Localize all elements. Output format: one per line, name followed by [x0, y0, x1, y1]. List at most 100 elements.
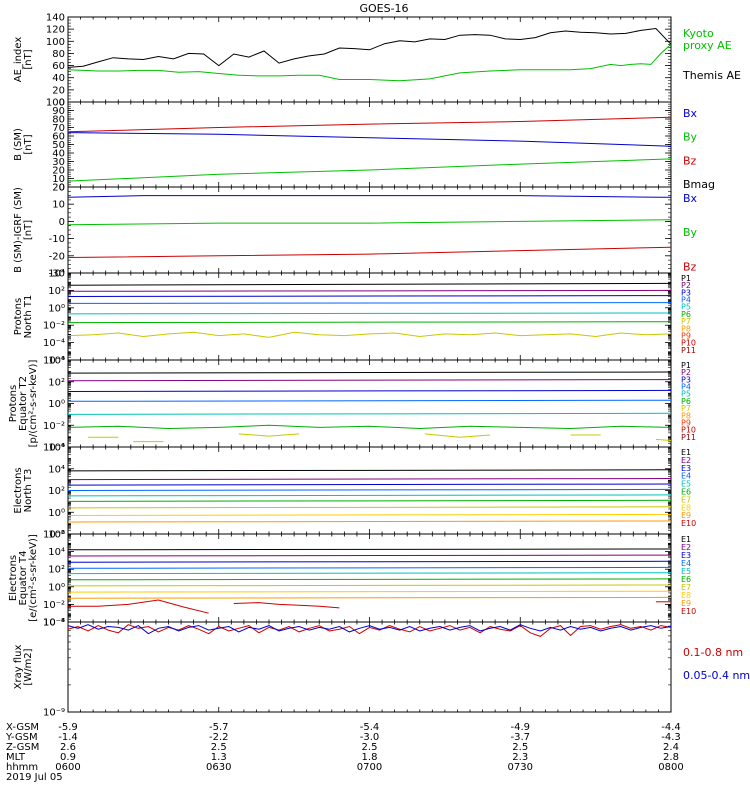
legend-bmag: Bmag: [683, 178, 715, 191]
legend-p8: P8: [681, 324, 691, 333]
footer-value: 1.8: [362, 752, 378, 763]
legend-by: By: [683, 131, 698, 144]
y-tick-label: 60: [52, 132, 65, 143]
y-axis-label: [p/(cm²-s-sr-keV)]: [28, 360, 39, 448]
footer-value: -3.7: [510, 732, 530, 743]
series-group: [68, 195, 671, 258]
y-tick-label: 20: [52, 85, 65, 96]
footer-value: -4.4: [661, 722, 681, 733]
y-tick-label: 10⁻²: [43, 600, 65, 611]
y-tick-label: 0: [59, 98, 65, 109]
y-axis-label: North T3: [23, 469, 34, 513]
legend-p9: P9: [681, 331, 691, 340]
y-tick-label: 10: [52, 200, 65, 211]
series-line-p7: [655, 438, 671, 441]
y-tick-label: 40: [52, 149, 65, 160]
legend-kyoto: Kyoto: [683, 27, 714, 40]
legend-p3: P3: [681, 375, 691, 384]
y-tick-label: 10²: [48, 565, 65, 576]
series-line-e8: [68, 590, 671, 593]
legend-themis: Themis AE: [682, 69, 741, 82]
series-line-p3: [68, 389, 671, 392]
panel-frame: [67, 16, 672, 103]
y-tick-label: 10⁴: [48, 269, 65, 280]
panel-frame: [67, 186, 672, 274]
footer-value: 0700: [357, 762, 382, 773]
legend-p1: P1: [681, 274, 691, 283]
legend-e10: E10: [681, 519, 696, 528]
y-tick-label: 0: [59, 217, 65, 228]
y-tick-label: 10: [52, 174, 65, 185]
y-axis-label: North T1: [23, 295, 34, 339]
y-tick-label: 10⁰: [48, 508, 65, 519]
panel-xray: 10⁻⁹ 10⁻⁸ Xray flux [W/m2] 0.1-0.8 nm 0.05-0.…: [13, 618, 750, 719]
legend-bz: Bz: [683, 260, 697, 273]
footer-value: -2.2: [209, 732, 229, 743]
legend-bx: Bx: [683, 192, 698, 205]
y-axis-label: Electrons: [13, 467, 24, 513]
y-tick-label: 10⁻⁴: [43, 618, 65, 629]
series-line-p1: [68, 371, 671, 374]
series-line-bx: [68, 132, 671, 147]
legend-bz: Bz: [683, 154, 697, 167]
y-axis-label: Equator T4: [18, 551, 29, 606]
legend-xray-short: 0.05-0.4 nm: [683, 669, 750, 682]
legend-e3: E3: [681, 464, 691, 473]
series-line-p7: [424, 433, 491, 438]
y-axis-label: Protons: [8, 385, 19, 422]
legend-e10: E10: [681, 607, 696, 616]
series-line-e5: [68, 494, 671, 497]
legend-e6: E6: [681, 488, 691, 497]
y-tick-label: 90: [52, 106, 65, 117]
legend-p6: P6: [681, 310, 691, 319]
legend-kyoto: proxy AE: [683, 39, 732, 52]
y-tick-label: 100: [46, 98, 65, 109]
legend-e1: E1: [681, 448, 691, 457]
series-line-p2: [68, 289, 671, 292]
y-tick-label: 20: [52, 183, 65, 194]
legend-e7: E7: [681, 583, 691, 592]
series-line-e10: [68, 599, 209, 614]
y-axis-label: B (SM)-IGRF (SM): [13, 187, 24, 273]
y-axis-label: [nT]: [23, 134, 34, 154]
y-tick-label: 10⁰: [48, 303, 65, 314]
legend-p2: P2: [681, 281, 691, 290]
series-line-bz: [68, 246, 671, 258]
panel-frame: [67, 101, 672, 188]
legend-e5: E5: [681, 480, 691, 489]
legend-e7: E7: [681, 495, 691, 504]
series-line-p6: [68, 321, 671, 324]
y-axis-label: AE_index: [13, 37, 24, 83]
footer-value: -1.4: [58, 732, 78, 743]
legend-e2: E2: [681, 543, 691, 552]
footer-value: 2.3: [512, 752, 528, 763]
legend-e8: E8: [681, 503, 691, 512]
y-tick-label: 10⁶: [48, 443, 65, 454]
footer-value: -3.0: [360, 732, 380, 743]
legend-e6: E6: [681, 575, 691, 584]
y-tick-label: 10⁻⁴: [43, 338, 65, 349]
panel-frame: [67, 621, 672, 713]
legend-p7: P7: [681, 404, 691, 413]
footer-value: -4.3: [661, 732, 681, 743]
series-line-themis-ae: [68, 27, 671, 68]
legend-bx: Bx: [683, 107, 698, 120]
footer-value: 0600: [55, 762, 80, 773]
series-line-p4: [68, 302, 671, 304]
series-group: [68, 27, 671, 82]
legend-p10: P10: [681, 339, 696, 348]
y-tick-label: 120: [46, 25, 65, 36]
y-tick-label: 100: [46, 37, 65, 48]
series-line-e2: [68, 478, 671, 481]
series-line-bx: [68, 195, 671, 198]
y-tick-label: 140: [46, 13, 65, 24]
footer-value: 0630: [206, 762, 231, 773]
series-group: [68, 624, 671, 637]
series-line-e5: [68, 572, 671, 575]
y-tick-label: 10⁴: [48, 464, 65, 475]
y-tick-label: 80: [52, 115, 65, 126]
legend-p6: P6: [681, 397, 691, 406]
